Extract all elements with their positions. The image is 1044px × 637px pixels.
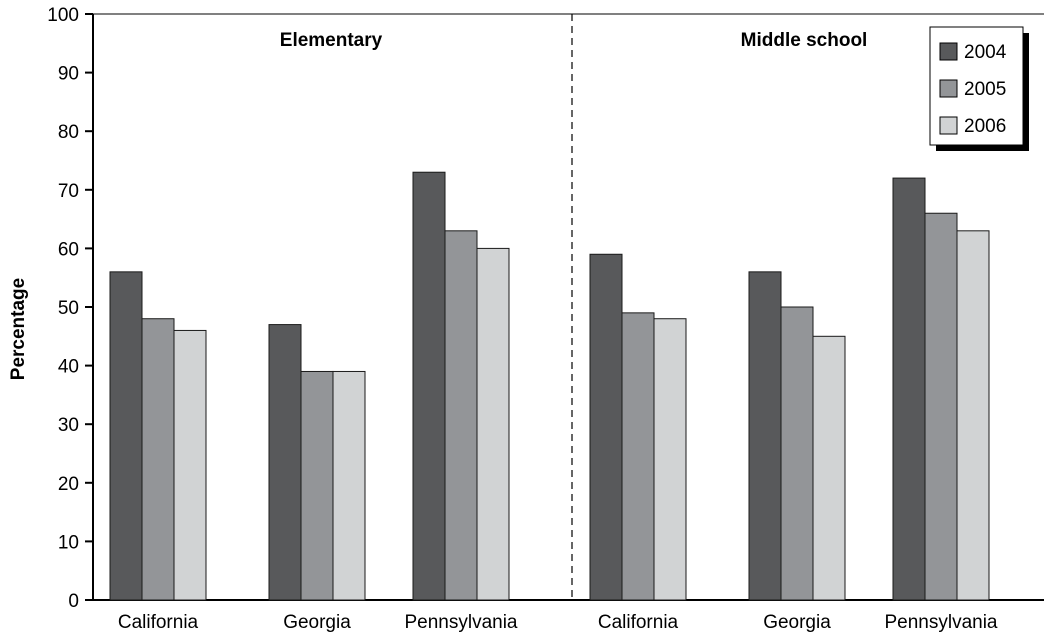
- legend-swatch-2005: [939, 79, 958, 98]
- bar-california-2005: [141, 318, 175, 601]
- bar-pennsylvania-2006: [956, 230, 990, 601]
- legend-label-2006: 2006: [964, 116, 1006, 137]
- bar-georgia-2005: [300, 370, 334, 601]
- x-category-label: Pennsylvania: [404, 612, 517, 633]
- y-tick-label: 60: [58, 239, 79, 260]
- bar-pennsylvania-2004: [892, 177, 926, 601]
- bar-georgia-2004: [268, 324, 302, 601]
- y-tick-label: 40: [58, 357, 79, 378]
- bar-georgia-2004: [748, 271, 782, 601]
- y-tick-label: 10: [58, 532, 79, 553]
- y-tick-label: 80: [58, 122, 79, 143]
- bars: [109, 171, 990, 601]
- legend-label-2005: 2005: [964, 79, 1006, 100]
- panel-label-elementary: Elementary: [280, 30, 383, 51]
- legend-label-2004: 2004: [964, 42, 1007, 63]
- legend-swatch-2004: [939, 42, 958, 61]
- y-tick-label: 90: [58, 64, 79, 85]
- bar-california-2004: [109, 271, 143, 601]
- bar-georgia-2006: [812, 335, 846, 601]
- y-tick-label: 100: [47, 5, 79, 26]
- x-category-label: California: [118, 612, 199, 633]
- x-category-label: Georgia: [283, 612, 351, 633]
- bar-california-2006: [653, 318, 687, 601]
- bar-california-2005: [621, 312, 655, 601]
- x-category-label: California: [598, 612, 679, 633]
- panel-label-middle-school: Middle school: [741, 30, 868, 51]
- y-tick-label: 70: [58, 181, 79, 202]
- axes: [85, 13, 1044, 601]
- bar-pennsylvania-2006: [476, 247, 510, 601]
- bar-california-2006: [173, 329, 207, 601]
- legend: 2004 2005 2006: [929, 26, 1029, 151]
- y-tick-label: 20: [58, 474, 79, 495]
- bar-pennsylvania-2005: [924, 212, 958, 601]
- bar-georgia-2005: [780, 306, 814, 601]
- bar-california-2004: [589, 253, 623, 601]
- legend-swatch-2006: [939, 116, 958, 135]
- x-category-label: Pennsylvania: [884, 612, 997, 633]
- y-tick-label: 50: [58, 298, 79, 319]
- bar-pennsylvania-2004: [412, 171, 446, 601]
- y-tick-label: 30: [58, 415, 79, 436]
- bar-pennsylvania-2005: [444, 230, 478, 601]
- bar-georgia-2006: [332, 370, 366, 601]
- x-category-label: Georgia: [763, 612, 831, 633]
- y-axis-title: Percentage: [8, 278, 29, 380]
- labels: 0 10 20 30 40 50 60 70 80 90 100 Elementary Californ…: [47, 5, 998, 633]
- y-tick-label: 0: [68, 591, 79, 612]
